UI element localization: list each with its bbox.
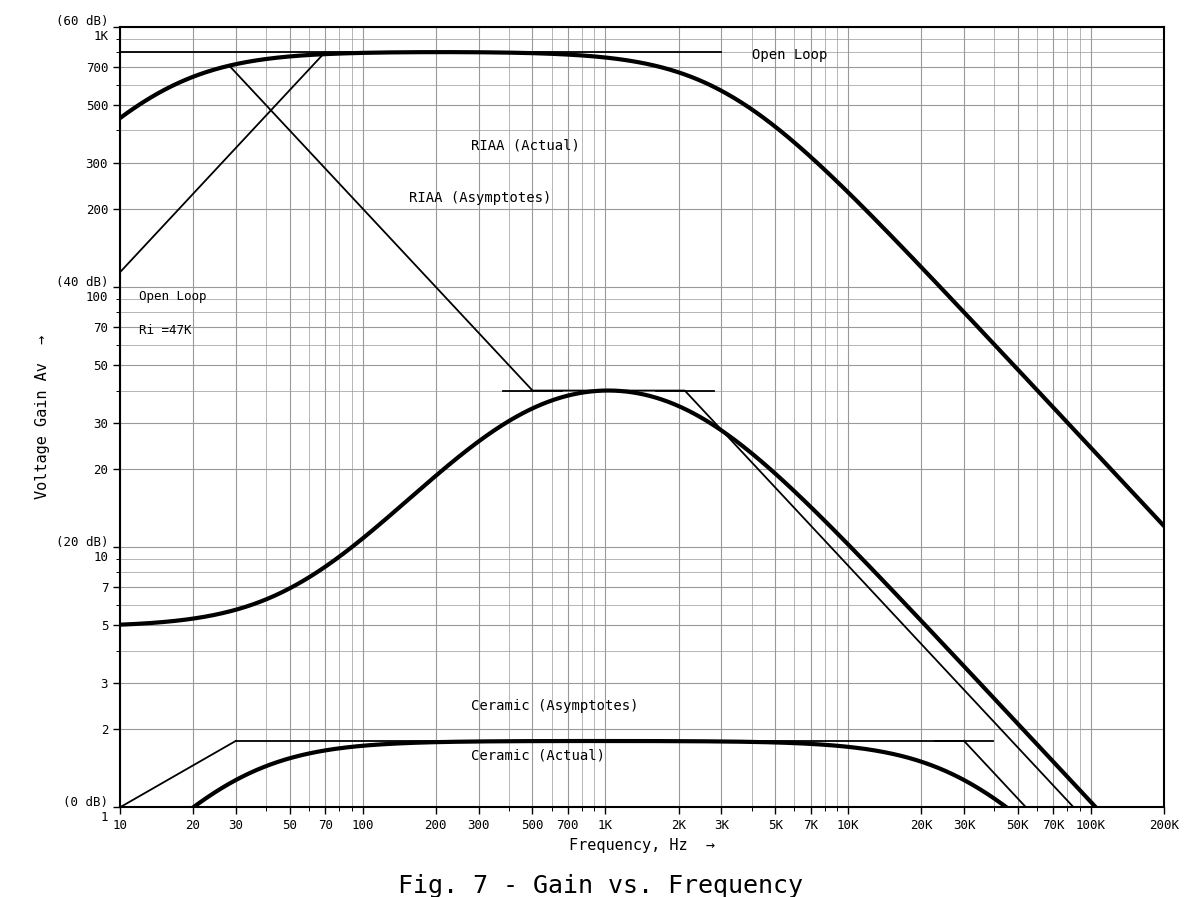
Text: Open Loop: Open Loop <box>139 290 206 303</box>
Text: Open Loop: Open Loop <box>751 48 827 62</box>
Text: Fig. 7 - Gain vs. Frequency: Fig. 7 - Gain vs. Frequency <box>397 874 803 897</box>
Y-axis label: Voltage Gain Av  →: Voltage Gain Av → <box>35 335 50 500</box>
Text: RIAA (Asymptotes): RIAA (Asymptotes) <box>409 191 551 205</box>
Text: Ri =47K: Ri =47K <box>139 324 192 337</box>
Text: Ceramic (Asymptotes): Ceramic (Asymptotes) <box>472 699 638 713</box>
Text: RIAA (Actual): RIAA (Actual) <box>472 138 580 152</box>
Text: Ceramic (Actual): Ceramic (Actual) <box>472 749 605 762</box>
X-axis label: Frequency, Hz  →: Frequency, Hz → <box>569 838 715 853</box>
